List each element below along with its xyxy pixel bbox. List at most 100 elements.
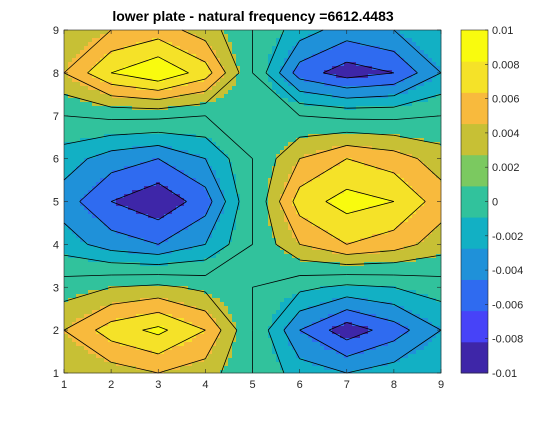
contour-cell — [64, 30, 69, 35]
contour-cell — [248, 178, 253, 183]
contour-cell — [428, 106, 433, 111]
contour-cell — [160, 226, 165, 231]
contour-cell — [256, 50, 261, 55]
contour-cell — [124, 198, 129, 203]
contour-cell — [368, 74, 373, 79]
contour-cell — [88, 174, 93, 179]
contour-cell — [176, 110, 181, 115]
contour-cell — [208, 142, 213, 147]
contour-cell — [352, 226, 357, 231]
contour-cell — [384, 182, 389, 187]
contour-cell — [436, 190, 441, 195]
contour-cell — [152, 218, 157, 223]
contour-cell — [252, 230, 257, 235]
contour-cell — [204, 142, 209, 147]
contour-cell — [168, 150, 173, 155]
contour-cell — [108, 146, 113, 151]
contour-cell — [216, 162, 221, 167]
contour-cell — [180, 178, 185, 183]
contour-cell — [416, 166, 421, 171]
contour-cell — [288, 90, 293, 95]
contour-cell — [392, 98, 397, 103]
contour-cell — [416, 210, 421, 215]
contour-cell — [184, 238, 189, 243]
contour-cell — [144, 166, 149, 171]
contour-cell — [420, 154, 425, 159]
contour-cell — [252, 178, 257, 183]
contour-cell — [148, 30, 153, 35]
contour-cell — [288, 190, 293, 195]
contour-cell — [140, 38, 145, 43]
contour-cell — [364, 66, 369, 71]
contour-cell — [132, 206, 137, 211]
contour-cell — [436, 102, 441, 107]
contour-cell — [320, 46, 325, 51]
contour-cell — [224, 86, 229, 91]
contour-cell — [432, 54, 437, 59]
contour-cell — [260, 194, 265, 199]
contour-cell — [116, 38, 121, 43]
contour-cell — [92, 162, 97, 167]
contour-cell — [68, 122, 73, 127]
contour-cell — [120, 94, 125, 99]
contour-cell — [292, 234, 297, 239]
contour-cell — [220, 50, 225, 55]
contour-cell — [340, 110, 345, 115]
contour-cell — [340, 122, 345, 127]
contour-cell — [160, 82, 165, 87]
contour-cell — [320, 78, 325, 83]
contour-cell — [168, 230, 173, 235]
contour-cell — [356, 50, 361, 55]
contour-cell — [420, 46, 425, 51]
contour-cell — [200, 54, 205, 59]
contour-cell — [76, 210, 81, 215]
contour-cell — [64, 54, 69, 59]
contour-cell — [372, 62, 377, 67]
contour-cell — [396, 86, 401, 91]
contour-cell — [248, 130, 253, 135]
contour-cell — [424, 226, 429, 231]
contour-cell — [92, 82, 97, 87]
contour-cell — [112, 130, 117, 135]
contour-cell — [404, 70, 409, 75]
contour-cell — [172, 74, 177, 79]
contour-cell — [264, 42, 269, 47]
contour-cell — [176, 238, 181, 243]
contour-cell — [140, 150, 145, 155]
contour-cell — [100, 214, 105, 219]
contour-cell — [336, 58, 341, 63]
contour-cell — [368, 194, 373, 199]
contour-cell — [232, 126, 237, 131]
contour-cell — [204, 198, 209, 203]
contour-cell — [288, 154, 293, 159]
contour-cell — [108, 190, 113, 195]
contour-cell — [68, 98, 73, 103]
contour-cell — [152, 126, 157, 131]
contour-cell — [376, 130, 381, 135]
contour-cell — [204, 238, 209, 243]
contour-cell — [364, 78, 369, 83]
contour-cell — [216, 42, 221, 47]
contour-cell — [212, 102, 217, 107]
contour-cell — [152, 202, 157, 207]
contour-cell — [88, 102, 93, 107]
contour-cell — [292, 166, 297, 171]
contour-cell — [96, 214, 101, 219]
contour-cell — [344, 54, 349, 59]
contour-cell — [252, 170, 257, 175]
contour-cell — [140, 78, 145, 83]
contour-cell — [164, 238, 169, 243]
contour-cell — [336, 34, 341, 39]
contour-cell — [440, 150, 442, 155]
contour-cell — [340, 166, 345, 171]
contour-cell — [412, 178, 417, 183]
contour-cell — [376, 74, 381, 79]
contour-cell — [352, 162, 357, 167]
contour-cell — [64, 198, 69, 203]
contour-cell — [336, 66, 341, 71]
contour-cell — [252, 58, 257, 63]
contour-cell — [276, 78, 281, 83]
contour-cell — [228, 82, 233, 87]
contour-cell — [436, 30, 441, 35]
contour-cell — [320, 202, 325, 207]
